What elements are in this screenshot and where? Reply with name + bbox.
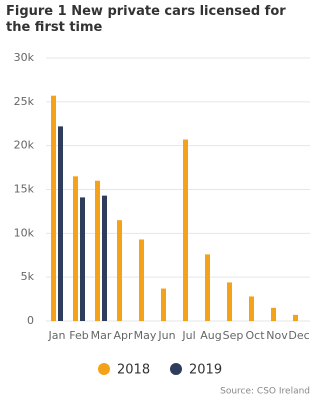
y-tick-label: 30k [14, 51, 35, 64]
chart-title: Figure 1 New private cars licensed for t… [6, 4, 286, 35]
bar [58, 126, 63, 321]
x-tick-label: May [134, 329, 157, 342]
bar [293, 314, 298, 321]
bar [80, 197, 85, 321]
bar [102, 195, 107, 321]
x-tick-label: Dec [288, 329, 309, 342]
bar [139, 239, 144, 321]
legend-label: 2018 [117, 363, 150, 378]
bar [271, 307, 276, 321]
x-tick-label: Aug [200, 329, 221, 342]
source: Source: CSO Ireland [220, 387, 310, 397]
legend-label: 2019 [189, 363, 222, 378]
x-tick-label: Oct [245, 329, 265, 342]
x-tick-label: Sep [223, 329, 244, 342]
x-tick-label: Mar [91, 329, 112, 342]
bar [205, 254, 210, 321]
y-tick-label: 5k [21, 270, 35, 283]
bar [161, 288, 166, 321]
legend-marker [170, 363, 182, 375]
x-tick-label: Jun [157, 329, 175, 342]
bar [73, 176, 78, 321]
y-tick-label: 10k [14, 226, 35, 239]
x-tick-label: Nov [266, 329, 288, 342]
x-tick-label: Apr [113, 329, 133, 342]
bar [183, 139, 188, 321]
x-tick-label: Jul [181, 329, 195, 342]
y-tick-label: 25k [14, 95, 35, 108]
legend-marker [98, 363, 110, 375]
bar [117, 220, 122, 321]
bar [95, 180, 100, 321]
x-tick-label: Feb [69, 329, 88, 342]
y-tick-label: 15k [14, 183, 35, 196]
y-tick-label: 0 [27, 314, 34, 327]
bar [249, 296, 254, 321]
bar [51, 95, 56, 322]
y-tick-label: 20k [14, 139, 35, 152]
x-tick-label: Jan [48, 329, 66, 342]
bar [227, 282, 232, 321]
